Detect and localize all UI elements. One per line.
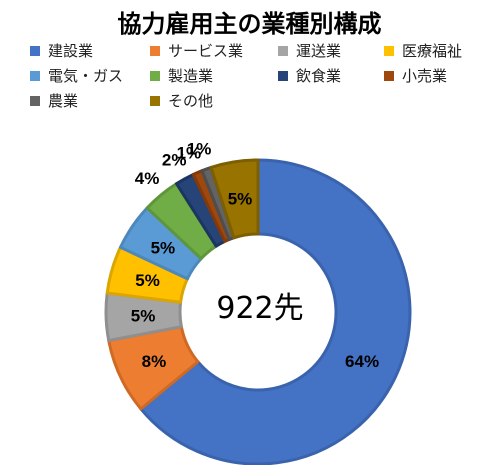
donut-slice-9	[209, 158, 260, 240]
data-label-7: 1%	[177, 143, 202, 162]
legend-swatch	[278, 45, 288, 56]
legend-label: 農業	[48, 92, 79, 110]
legend-label: その他	[168, 92, 214, 110]
donut-center-label: 922先	[216, 291, 304, 326]
data-label-3: 5%	[135, 271, 160, 290]
legend-item-manufacturing: 製造業	[150, 65, 213, 86]
data-label-5: 4%	[135, 169, 160, 188]
data-label-9: 5%	[228, 189, 253, 208]
legend-item-other: その他	[150, 90, 213, 111]
legend-item-utilities: 電気・ガス	[30, 65, 123, 86]
legend-label: 医療福祉	[402, 42, 463, 60]
legend-swatch	[150, 45, 160, 56]
data-label-6: 2%	[162, 151, 187, 170]
data-label-8: 1%	[187, 139, 212, 158]
legend-label: 製造業	[168, 67, 214, 85]
legend-swatch	[384, 70, 394, 81]
data-label-4: 5%	[151, 238, 176, 257]
legend-label: 電気・ガス	[48, 67, 124, 85]
legend-swatch	[150, 70, 160, 81]
legend-label: 小売業	[402, 67, 448, 85]
legend-swatch	[150, 95, 160, 106]
donut-slice-0	[139, 158, 412, 465]
legend-item-agriculture: 農業	[30, 90, 78, 111]
legend-swatch	[384, 45, 394, 56]
data-label-0: 64%	[345, 352, 379, 371]
legend-swatch	[30, 95, 40, 106]
chart-title: 協力雇用主の業種別構成	[117, 10, 382, 38]
legend-item-food: 飲食業	[278, 65, 341, 86]
legend-item-medical: 医療福祉	[384, 40, 462, 61]
data-label-2: 5%	[131, 307, 156, 326]
legend-label: サービス業	[168, 42, 244, 60]
legend-swatch	[30, 45, 40, 56]
legend-label: 飲食業	[296, 67, 342, 85]
legend-swatch	[278, 70, 288, 81]
legend-item-retail: 小売業	[384, 65, 447, 86]
legend-label: 運送業	[296, 42, 342, 60]
legend-item-construction: 建設業	[30, 40, 93, 61]
legend-label: 建設業	[48, 42, 94, 60]
legend-item-transport: 運送業	[278, 40, 341, 61]
data-label-1: 8%	[142, 352, 167, 371]
legend-item-service: サービス業	[150, 40, 243, 61]
legend-swatch	[30, 70, 40, 81]
